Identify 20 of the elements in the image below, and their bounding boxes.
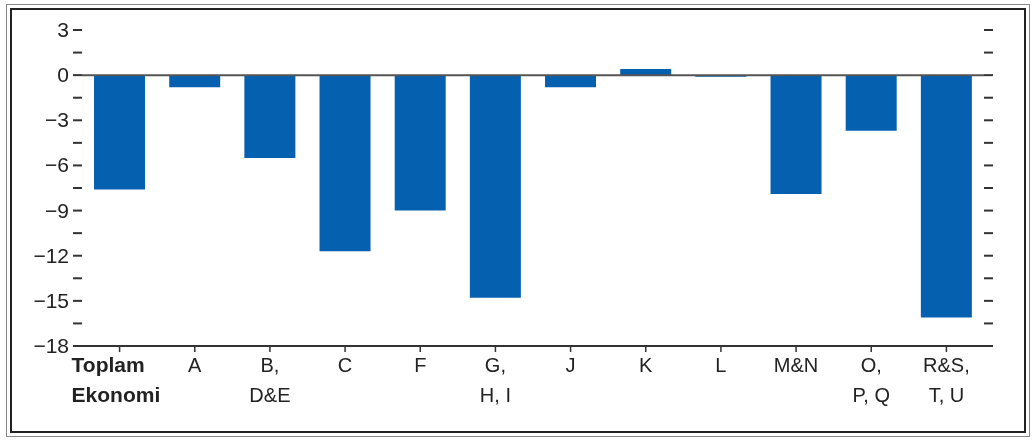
- x-tick-label: J: [565, 354, 576, 376]
- x-tick-label: A: [188, 354, 203, 376]
- x-tick-label: F: [414, 354, 427, 376]
- y-tick-label: −18: [33, 334, 69, 357]
- y-tick-label: 0: [57, 63, 69, 87]
- x-tick-label: L: [715, 354, 727, 376]
- y-tick-label: −3: [45, 108, 69, 132]
- x-tick-label: C: [337, 354, 353, 376]
- x-tick-label: O, P, Q: [852, 354, 890, 406]
- x-tick-label: B, D&E: [249, 354, 291, 406]
- y-tick-label: 3: [57, 18, 69, 41]
- x-tick-label: Toplam Ekonomi: [71, 353, 161, 406]
- y-tick-label: −9: [45, 198, 69, 222]
- y-tick-label: −12: [33, 243, 69, 267]
- x-tick-label: M&N: [773, 354, 819, 376]
- y-tick-label: −6: [45, 153, 69, 177]
- x-tick-label: K: [639, 354, 654, 376]
- y-tick-label: −15: [33, 288, 69, 312]
- x-tick-label: R&S, T, U: [923, 354, 970, 406]
- x-tick-label: G, H, I: [479, 354, 511, 406]
